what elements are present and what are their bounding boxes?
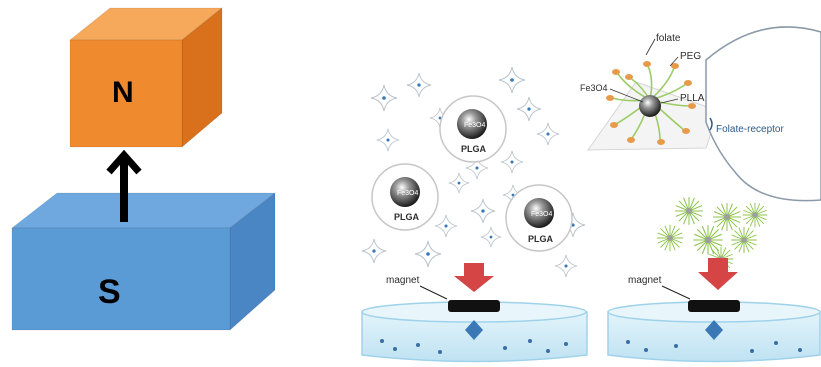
magnet-pointer	[661, 285, 691, 300]
folate-label: folate	[656, 33, 681, 44]
particles-panel: Fe3O4 PLGA Fe3O4 PLGA Fe3O4 PLGA magnet	[361, 66, 588, 363]
core-label: Fe3O4	[531, 211, 553, 218]
south-front-face	[11, 227, 231, 331]
collected-diamond-icon	[705, 320, 723, 340]
north-front-face	[69, 39, 183, 148]
north-magnet-block: N	[68, 6, 224, 149]
north-pole-label: N	[112, 76, 134, 109]
magnet-label: magnet	[628, 275, 662, 286]
cell-membrane	[705, 26, 821, 202]
collected-diamond-icon	[465, 320, 483, 340]
magnet-pointer	[419, 285, 448, 300]
shell-label: PLGA	[461, 144, 487, 154]
folate-nanoparticle: folate PEG Fe3O4 PLLA	[580, 33, 705, 145]
plga-particle: Fe3O4 PLGA	[505, 184, 573, 252]
targeting-panel: folate PEG Fe3O4 PLLA Folate-receptor ma…	[580, 26, 821, 363]
folate-receptor-label: Folate-receptor	[716, 124, 784, 135]
iron-oxide-core	[457, 109, 487, 139]
magnet-disc	[448, 300, 500, 312]
south-pole-label: S	[98, 273, 121, 311]
water-dish	[361, 301, 588, 363]
up-arrow-icon	[106, 149, 142, 222]
receptor-bracket	[709, 117, 713, 131]
down-arrow-icon	[698, 258, 738, 290]
magnet-label: magnet	[386, 275, 420, 286]
iron-oxide-core	[524, 198, 554, 228]
peg-label: PEG	[680, 51, 701, 62]
plga-particle: Fe3O4 PLGA	[371, 163, 439, 231]
iron-oxide-core	[390, 177, 420, 207]
fe3o4-label: Fe3O4	[580, 83, 608, 93]
down-arrow-icon	[454, 263, 494, 292]
water-dish	[607, 301, 821, 363]
core-label: Fe3O4	[397, 190, 419, 197]
shell-label: PLGA	[528, 234, 554, 244]
plga-particle: Fe3O4 PLGA	[439, 95, 507, 163]
south-top-face	[10, 192, 277, 229]
magnet-disc	[688, 300, 740, 312]
shell-label: PLGA	[394, 212, 420, 222]
nanoparticle-core	[639, 95, 661, 117]
core-label: Fe3O4	[464, 122, 486, 129]
south-magnet-block: S	[10, 191, 277, 332]
plla-label: PLLA	[680, 93, 705, 104]
